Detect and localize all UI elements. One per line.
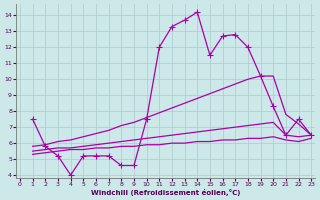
X-axis label: Windchill (Refroidissement éolien,°C): Windchill (Refroidissement éolien,°C) xyxy=(91,189,240,196)
